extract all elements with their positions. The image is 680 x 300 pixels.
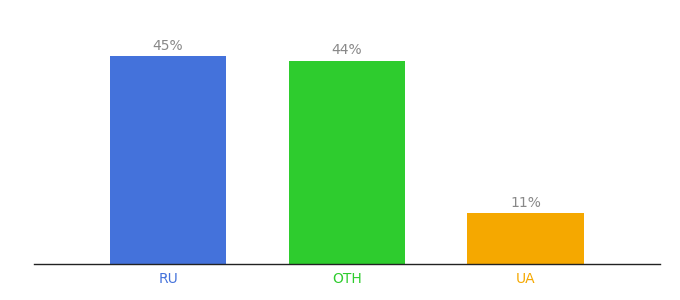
Text: 45%: 45% [153, 39, 184, 52]
Bar [467, 213, 583, 264]
Bar [289, 61, 405, 264]
Text: 44%: 44% [331, 43, 362, 57]
Bar [110, 56, 226, 264]
Text: 11%: 11% [510, 196, 541, 209]
